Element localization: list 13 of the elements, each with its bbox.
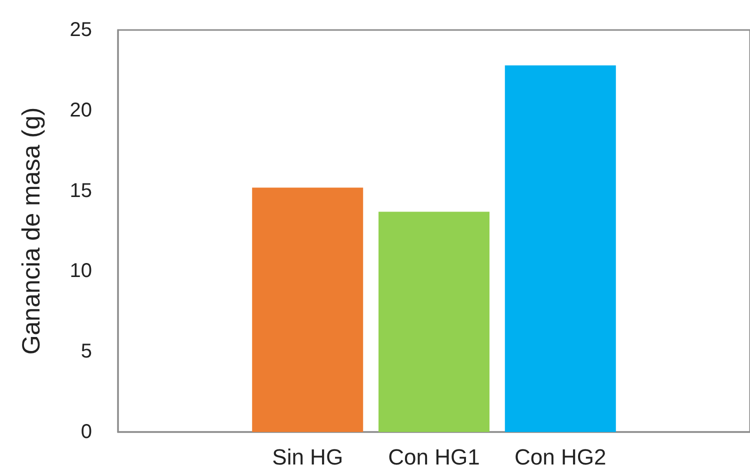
- y-tick-label: 10: [70, 260, 92, 282]
- bar: [378, 212, 490, 432]
- x-tick-label: Sin HG: [272, 444, 344, 470]
- bar: [252, 188, 364, 432]
- y-tick-label: 20: [70, 99, 92, 122]
- y-axis-title: Ganancia de masa (g): [18, 107, 46, 355]
- x-tick-label: Con HG1: [388, 444, 480, 470]
- bar: [504, 65, 616, 432]
- y-tick-label: 5: [80, 340, 92, 363]
- y-tick-label: 15: [70, 180, 92, 202]
- y-tick-label: 0: [80, 421, 92, 443]
- x-tick-label: Con HG2: [514, 444, 606, 470]
- y-tick-label: 25: [70, 19, 92, 41]
